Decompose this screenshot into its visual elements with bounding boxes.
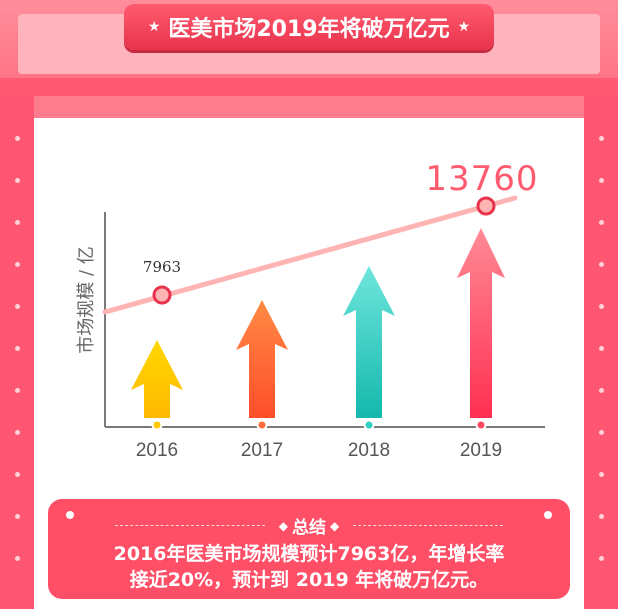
diamond-icon: ◆ bbox=[278, 518, 288, 533]
border-dot bbox=[15, 346, 20, 351]
summary-dot bbox=[544, 511, 552, 519]
summary-line-2: 接近20%，预计到 2019 年将破万亿元。 bbox=[129, 569, 489, 591]
frame-right-border bbox=[584, 96, 618, 609]
border-dot bbox=[599, 262, 604, 267]
summary-heading: 总结 bbox=[292, 518, 326, 538]
border-dot bbox=[599, 430, 604, 435]
data-label-2016: 7963 bbox=[143, 258, 181, 276]
bar-arrow-2019 bbox=[457, 228, 505, 418]
y-axis-label: 市场规模 / 亿 bbox=[76, 246, 97, 354]
border-dot bbox=[599, 472, 604, 477]
border-dot bbox=[15, 472, 20, 477]
axis-marker-2019 bbox=[475, 419, 487, 431]
border-dot bbox=[599, 136, 604, 141]
summary-box: ◆ 总结 ◆ 2016年医美市场规模预计7963亿，年增长率 接近20%，预计到… bbox=[48, 499, 570, 599]
border-dot bbox=[599, 346, 604, 351]
summary-header: ◆ 总结 ◆ bbox=[48, 513, 570, 538]
bar-chart: 市场规模 / 亿 2016 2017 2018 2019 7963 13760 bbox=[76, 159, 545, 461]
page-title: 医美市场2019年将破万亿元 bbox=[168, 17, 450, 42]
frame-left-border bbox=[0, 96, 34, 609]
border-dot bbox=[15, 178, 20, 183]
border-dot bbox=[15, 514, 20, 519]
axis-marker-2017 bbox=[256, 419, 268, 431]
border-dot bbox=[599, 220, 604, 225]
border-dot bbox=[15, 430, 20, 435]
border-dot bbox=[15, 304, 20, 309]
x-tick-label: 2016 bbox=[136, 440, 178, 461]
summary-line-1: 2016年医美市场规模预计7963亿，年增长率 bbox=[113, 543, 505, 565]
star-icon: ★ bbox=[457, 19, 471, 35]
summary-dot bbox=[66, 511, 74, 519]
border-dot bbox=[599, 304, 604, 309]
diamond-icon: ◆ bbox=[330, 518, 340, 533]
border-dot bbox=[599, 556, 604, 561]
bar-arrow-2017 bbox=[236, 300, 288, 418]
border-dot bbox=[15, 556, 20, 561]
border-dot bbox=[15, 136, 20, 141]
trend-line bbox=[102, 195, 518, 315]
border-dot bbox=[599, 178, 604, 183]
axis-marker-2018 bbox=[363, 419, 375, 431]
bar-arrow-2016 bbox=[131, 340, 183, 418]
x-tick-label: 2017 bbox=[241, 440, 283, 461]
x-tick-label: 2018 bbox=[348, 440, 390, 461]
border-dot bbox=[599, 388, 604, 393]
divider bbox=[114, 525, 265, 526]
border-dot bbox=[15, 220, 20, 225]
axis-marker-2016 bbox=[151, 419, 163, 431]
title-banner: ★ 医美市场2019年将破万亿元 ★ bbox=[124, 4, 494, 50]
bar-arrow-2018 bbox=[343, 266, 395, 418]
summary-text: 2016年医美市场规模预计7963亿，年增长率 接近20%，预计到 2019 年… bbox=[48, 541, 570, 593]
border-dot bbox=[15, 262, 20, 267]
divider bbox=[353, 525, 504, 526]
frame-top-band-lower bbox=[0, 78, 618, 98]
data-point-2016 bbox=[152, 285, 172, 305]
border-dot bbox=[15, 388, 20, 393]
data-point-2019 bbox=[476, 196, 496, 216]
x-tick-label: 2019 bbox=[460, 440, 502, 461]
data-label-2019: 13760 bbox=[425, 159, 538, 199]
border-dot bbox=[599, 514, 604, 519]
star-icon: ★ bbox=[147, 19, 161, 35]
